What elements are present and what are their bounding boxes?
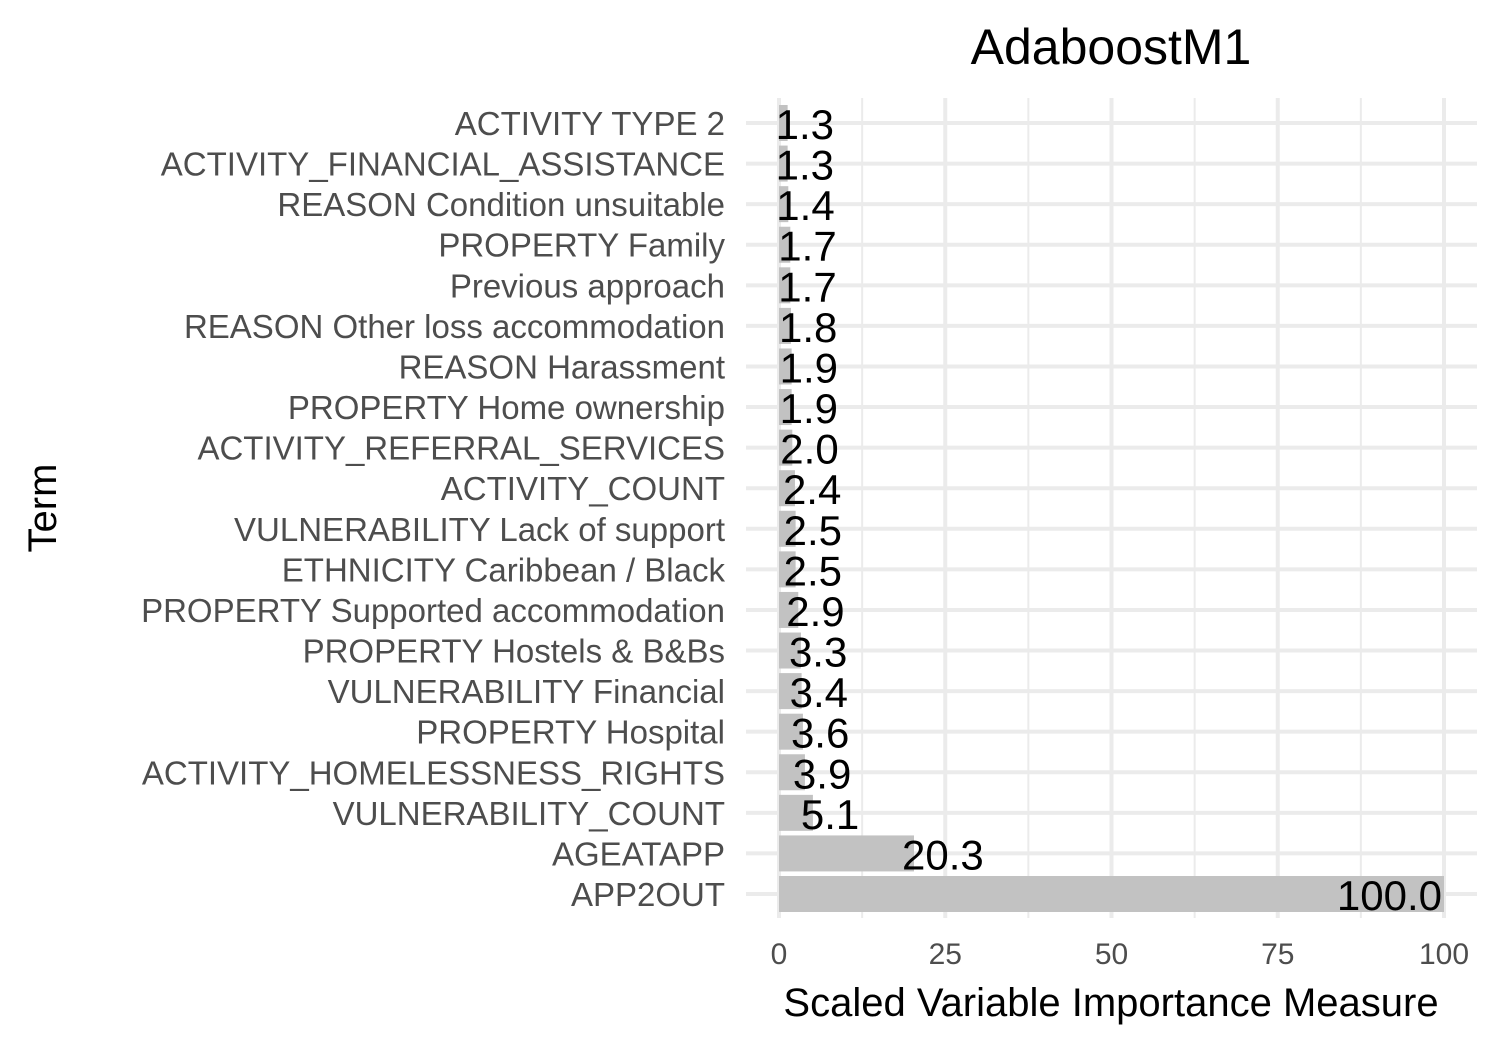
y-axis-title: Term — [21, 464, 65, 553]
bars — [779, 105, 1444, 912]
category-label: APP2OUT — [571, 876, 725, 913]
x-tick-label: 100 — [1419, 938, 1469, 971]
category-label: ACTIVITY_HOMELESSNESS_RIGHTS — [142, 754, 725, 791]
value-label: 1.4 — [776, 182, 834, 229]
value-label: 2.0 — [780, 426, 838, 473]
bar — [779, 713, 803, 750]
value-label: 3.6 — [791, 710, 849, 757]
value-label: 2.4 — [783, 466, 841, 513]
value-label: 1.3 — [776, 142, 834, 189]
x-axis-title: Scaled Variable Importance Measure — [783, 981, 1438, 1025]
category-label: ACTIVITY_FINANCIAL_ASSISTANCE — [161, 146, 725, 183]
x-tick-label: 25 — [929, 938, 962, 971]
value-labels: 1.31.31.41.71.71.81.91.92.02.42.52.52.93… — [776, 101, 1442, 919]
bar — [779, 307, 791, 344]
category-label: PROPERTY Family — [438, 227, 725, 264]
value-label: 5.1 — [801, 791, 859, 838]
value-label: 1.7 — [778, 223, 836, 270]
value-label: 1.9 — [780, 344, 838, 391]
category-label: VULNERABILITY_COUNT — [333, 795, 725, 832]
bar — [779, 105, 788, 141]
category-label: REASON Condition unsuitable — [277, 186, 725, 223]
bar — [779, 591, 799, 628]
value-label: 1.9 — [780, 385, 838, 432]
value-label: 100.0 — [1337, 872, 1442, 919]
bar — [779, 794, 813, 831]
value-label: 1.7 — [778, 263, 836, 310]
category-label: Previous approach — [450, 267, 725, 304]
bar — [779, 551, 796, 588]
category-label: AGEATAPP — [552, 835, 725, 872]
bar — [779, 186, 789, 223]
bar — [779, 226, 791, 263]
x-tick-labels: 0 25 50 75 100 — [771, 938, 1469, 971]
bar — [779, 470, 795, 507]
value-label: 20.3 — [902, 831, 984, 878]
bar — [779, 754, 805, 791]
bar — [779, 429, 793, 466]
category-label: ACTIVITY_COUNT — [441, 470, 725, 507]
x-tick-label: 75 — [1261, 938, 1294, 971]
bar — [779, 835, 914, 872]
bar — [779, 673, 802, 710]
bar — [779, 145, 788, 182]
category-labels: ACTIVITY TYPE 2 ACTIVITY_FINANCIAL_ASSIST… — [141, 105, 725, 913]
category-label: PROPERTY Home ownership — [288, 389, 725, 426]
value-label: 2.9 — [786, 588, 844, 635]
value-label: 3.4 — [790, 669, 848, 716]
bar — [779, 348, 792, 385]
bar — [779, 510, 796, 547]
category-label: PROPERTY Hostels & B&Bs — [303, 633, 725, 670]
chart-title: AdaboostM1 — [971, 19, 1252, 75]
category-label: PROPERTY Supported accommodation — [141, 592, 725, 629]
x-tick-label: 50 — [1095, 938, 1128, 971]
category-label: VULNERABILITY Lack of support — [234, 511, 725, 548]
category-label: ACTIVITY_REFERRAL_SERVICES — [197, 430, 725, 467]
bar — [779, 632, 801, 669]
value-label: 3.3 — [789, 629, 847, 676]
x-tick-label: 0 — [771, 938, 788, 971]
value-label: 2.5 — [784, 547, 842, 594]
category-label: VULNERABILITY Financial — [328, 673, 725, 710]
category-label: ETHNICITY Caribbean / Black — [282, 551, 726, 588]
value-label: 3.9 — [793, 750, 851, 797]
bar — [779, 389, 792, 426]
value-label: 1.3 — [776, 101, 834, 148]
value-label: 2.5 — [784, 507, 842, 554]
category-label: REASON Harassment — [399, 348, 725, 385]
bar — [779, 876, 1444, 912]
bar — [779, 267, 791, 304]
category-label: REASON Other loss accommodation — [184, 308, 725, 345]
category-label: PROPERTY Hospital — [416, 714, 725, 751]
category-label: ACTIVITY TYPE 2 — [455, 105, 725, 142]
value-label: 1.8 — [779, 304, 837, 351]
